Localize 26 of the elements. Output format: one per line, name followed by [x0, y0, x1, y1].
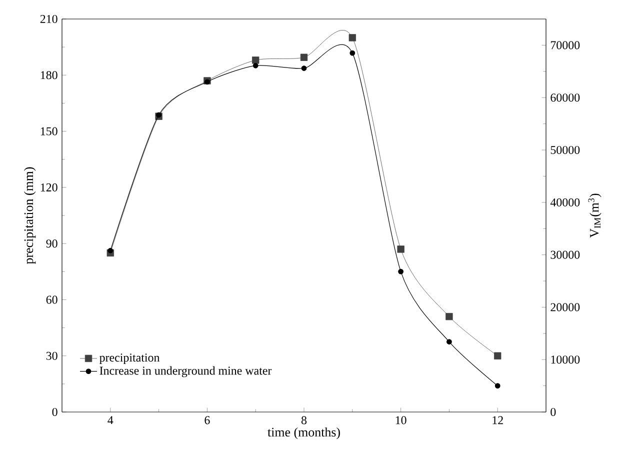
x-tick-label: 4 [108, 416, 114, 424]
y2-tick-label: 70000 [550, 41, 580, 50]
y2-tick-label: 10000 [551, 356, 580, 364]
y2-tick-label: 20000 [550, 303, 580, 312]
y-tick-label: 30 [46, 352, 58, 360]
y-tick-label: 60 [46, 296, 58, 304]
y-tick-label: 90 [46, 240, 58, 248]
x-tick-label: 10 [396, 416, 406, 424]
y-tick-label: 0 [52, 408, 58, 416]
y-tick-label: 150 [40, 127, 58, 136]
x-tick-label: 12 [492, 416, 503, 424]
y2-tick-label: 30000 [550, 250, 580, 259]
y-tick-label: 210 [40, 14, 58, 24]
x-tick-label: 8 [301, 416, 307, 424]
y-tick-label: 120 [40, 183, 58, 192]
legend-label: Increase in underground mine water [100, 366, 272, 378]
y2-axis-title: V$_{IM}$(m$^{3}$) [588, 194, 602, 238]
x-axis-title: time (months) [268, 427, 340, 440]
legend-label: precipitation [99, 354, 160, 364]
y2-tick-label: 0 [550, 408, 556, 416]
y-tick-label: 180 [40, 71, 58, 80]
y-axis-title: precipitation (mm) [24, 167, 36, 264]
x-tick-label: 6 [204, 416, 210, 424]
y2-tick-label: 40000 [550, 198, 580, 206]
y2-tick-label: 60000 [550, 94, 580, 102]
y2-tick-label: 50000 [550, 146, 580, 154]
